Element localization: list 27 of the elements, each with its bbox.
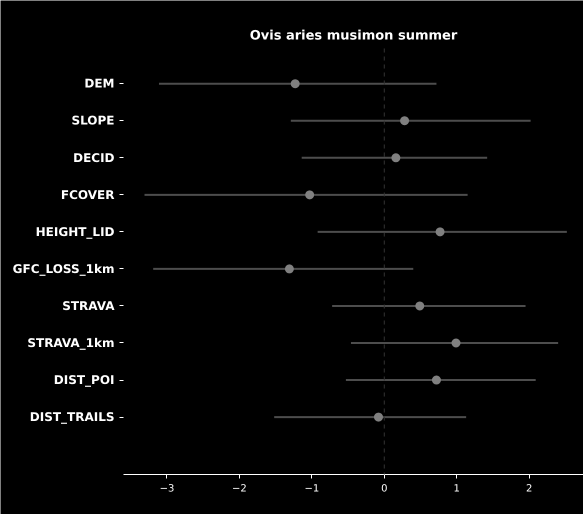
- point: [400, 116, 410, 126]
- x-tick-label: 2: [526, 484, 532, 494]
- point: [391, 153, 400, 162]
- y-tick-label: DIST_TRAILS: [30, 410, 115, 424]
- x-tick-label: 1: [454, 484, 460, 494]
- y-tick-label: DECID: [73, 150, 115, 165]
- point: [432, 376, 441, 385]
- point: [284, 264, 294, 274]
- point: [452, 338, 461, 348]
- point: [374, 412, 383, 422]
- y-tick-label: HEIGHT_LID: [36, 224, 115, 239]
- x-tick-label: −1: [304, 484, 320, 494]
- y-tick-label: STRAVA: [62, 298, 116, 313]
- x-tick-label: −2: [232, 484, 247, 494]
- point: [436, 227, 445, 236]
- point: [415, 301, 424, 310]
- point: [290, 79, 300, 88]
- y-tick-label: FCOVER: [60, 188, 114, 202]
- x-tick-label: 0: [381, 484, 388, 494]
- y-tick-label: GFC_LOSS_1km: [12, 262, 115, 276]
- chart-title: Ovis aries musimon summer: [250, 28, 458, 44]
- point: [305, 190, 314, 200]
- y-tick-label: SLOPE: [71, 114, 115, 128]
- y-tick-label: DIST_POI: [54, 373, 115, 388]
- y-tick-label: STRAVA_1km: [27, 336, 115, 350]
- x-tick-label: −3: [160, 484, 174, 494]
- y-tick-label: DEM: [84, 76, 115, 91]
